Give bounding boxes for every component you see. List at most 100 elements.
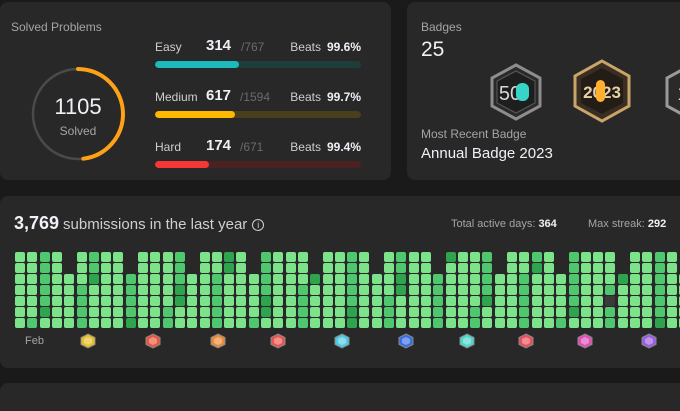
calendar-day-cell[interactable] [174, 318, 185, 328]
calendar-day-cell[interactable] [150, 263, 161, 273]
calendar-day-cell[interactable] [457, 318, 468, 328]
calendar-day-cell[interactable] [642, 285, 653, 295]
calendar-day-cell[interactable] [261, 274, 271, 284]
calendar-day-cell[interactable] [408, 285, 419, 295]
calendar-day-cell[interactable] [236, 252, 247, 262]
calendar-day-cell[interactable] [457, 285, 468, 295]
calendar-day-cell[interactable] [593, 263, 604, 273]
calendar-day-cell[interactable] [617, 296, 628, 306]
calendar-day-cell[interactable] [371, 318, 382, 328]
calendar-day-cell[interactable] [507, 307, 517, 317]
calendar-day-cell[interactable] [162, 274, 173, 284]
calendar-day-cell[interactable] [593, 307, 604, 317]
calendar-day-cell[interactable] [310, 274, 321, 284]
calendar-day-cell[interactable] [101, 274, 112, 284]
calendar-day-cell[interactable] [64, 296, 75, 306]
calendar-day-cell[interactable] [384, 252, 394, 262]
calendar-day-cell[interactable] [113, 296, 124, 306]
calendar-day-cell[interactable] [174, 307, 185, 317]
calendar-day-cell[interactable] [396, 274, 407, 284]
calendar-day-cell[interactable] [470, 274, 481, 284]
solved-progress-ring[interactable] [30, 66, 126, 162]
calendar-day-cell[interactable] [76, 307, 87, 317]
calendar-day-cell[interactable] [76, 296, 87, 306]
calendar-day-cell[interactable] [593, 285, 604, 295]
calendar-day-cell[interactable] [556, 296, 567, 306]
calendar-day-cell[interactable] [88, 274, 99, 284]
monthly-badge-icon[interactable] [641, 333, 657, 349]
calendar-day-cell[interactable] [15, 318, 25, 328]
calendar-day-cell[interactable] [199, 274, 210, 284]
calendar-day-cell[interactable] [88, 318, 99, 328]
calendar-day-cell[interactable] [457, 307, 468, 317]
calendar-day-cell[interactable] [408, 263, 419, 273]
calendar-day-cell[interactable] [654, 296, 665, 306]
calendar-day-cell[interactable] [39, 296, 50, 306]
calendar-day-cell[interactable] [507, 285, 517, 295]
calendar-day-cell[interactable] [211, 252, 222, 262]
difficulty-row-easy[interactable]: Easy 314 /767 Beats 99.6% [155, 37, 361, 80]
calendar-day-cell[interactable] [445, 252, 456, 262]
calendar-day-cell[interactable] [580, 296, 591, 306]
calendar-day-cell[interactable] [51, 318, 62, 328]
calendar-day-cell[interactable] [457, 274, 468, 284]
calendar-day-cell[interactable] [507, 274, 517, 284]
calendar-day-cell[interactable] [568, 296, 579, 306]
calendar-day-cell[interactable] [285, 274, 296, 284]
calendar-day-cell[interactable] [580, 274, 591, 284]
calendar-day-cell[interactable] [568, 274, 579, 284]
calendar-day-cell[interactable] [187, 318, 198, 328]
calendar-day-cell[interactable] [605, 307, 616, 317]
monthly-badge-icon[interactable] [398, 333, 414, 349]
calendar-day-cell[interactable] [88, 252, 99, 262]
calendar-day-cell[interactable] [494, 307, 505, 317]
calendar-day-cell[interactable] [494, 296, 505, 306]
calendar-day-cell[interactable] [64, 274, 75, 284]
calendar-day-cell[interactable] [359, 296, 370, 306]
calendar-day-cell[interactable] [482, 252, 493, 262]
calendar-day-cell[interactable] [457, 252, 468, 262]
calendar-day-cell[interactable] [113, 274, 124, 284]
calendar-day-cell[interactable] [162, 296, 173, 306]
calendar-day-cell[interactable] [334, 318, 345, 328]
annual-badge-2023-icon[interactable]: 2023 [570, 58, 634, 124]
calendar-day-cell[interactable] [543, 252, 554, 262]
calendar-day-cell[interactable] [187, 307, 198, 317]
calendar-day-cell[interactable] [273, 285, 284, 295]
calendar-day-cell[interactable] [617, 285, 628, 295]
calendar-day-cell[interactable] [88, 307, 99, 317]
calendar-day-cell[interactable] [519, 318, 530, 328]
calendar-day-cell[interactable] [630, 252, 640, 262]
calendar-day-cell[interactable] [322, 296, 333, 306]
calendar-day-cell[interactable] [384, 318, 394, 328]
calendar-day-cell[interactable] [519, 307, 530, 317]
calendar-day-cell[interactable] [531, 274, 542, 284]
calendar-day-cell[interactable] [322, 252, 333, 262]
calendar-day-cell[interactable] [248, 307, 259, 317]
calendar-day-cell[interactable] [470, 318, 481, 328]
calendar-day-cell[interactable] [64, 285, 75, 295]
calendar-day-cell[interactable] [519, 274, 530, 284]
calendar-day-cell[interactable] [162, 252, 173, 262]
calendar-day-cell[interactable] [580, 307, 591, 317]
calendar-day-cell[interactable] [359, 263, 370, 273]
calendar-day-cell[interactable] [593, 296, 604, 306]
calendar-day-cell[interactable] [445, 296, 456, 306]
calendar-day-cell[interactable] [359, 274, 370, 284]
calendar-day-cell[interactable] [261, 296, 271, 306]
calendar-day-cell[interactable] [630, 274, 640, 284]
calendar-day-cell[interactable] [199, 296, 210, 306]
calendar-day-cell[interactable] [162, 285, 173, 295]
calendar-day-cell[interactable] [261, 263, 271, 273]
calendar-day-cell[interactable] [543, 318, 554, 328]
calendar-day-cell[interactable] [15, 296, 25, 306]
calendar-day-cell[interactable] [187, 285, 198, 295]
calendar-day-cell[interactable] [138, 263, 148, 273]
calendar-day-cell[interactable] [420, 307, 431, 317]
calendar-day-cell[interactable] [457, 263, 468, 273]
monthly-badge-icon[interactable] [145, 333, 161, 349]
calendar-day-cell[interactable] [125, 274, 136, 284]
calendar-day-cell[interactable] [605, 296, 616, 306]
calendar-day-cell[interactable] [297, 296, 308, 306]
calendar-day-cell[interactable] [39, 307, 50, 317]
